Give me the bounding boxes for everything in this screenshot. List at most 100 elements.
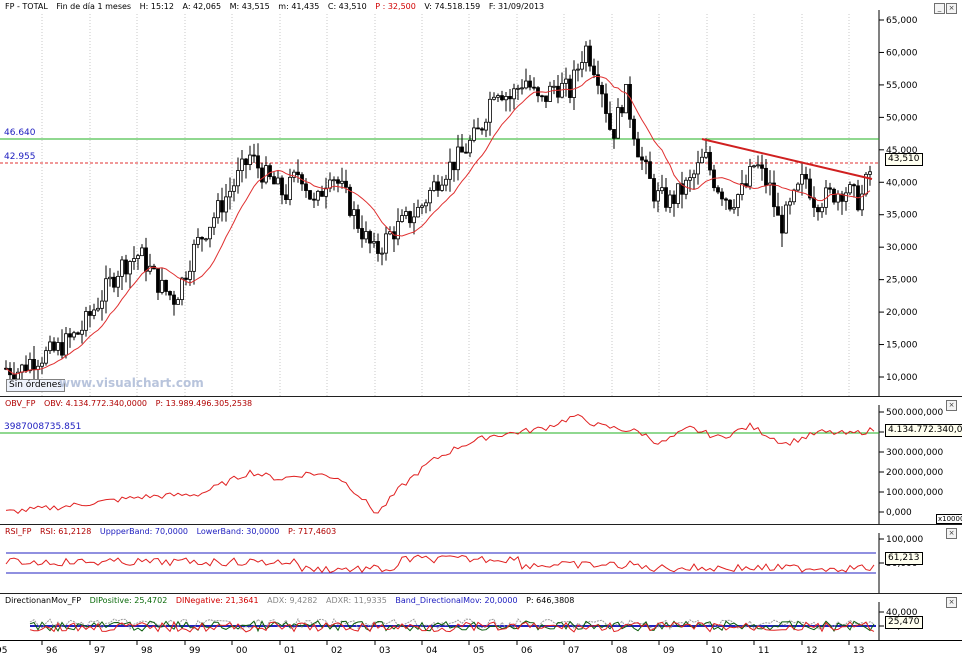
candle-body: [160, 279, 164, 293]
candle-body: [552, 85, 556, 88]
adx-line: [29, 617, 875, 631]
candle-body: [244, 158, 248, 165]
candle-body: [768, 182, 772, 186]
candle-body: [624, 84, 628, 114]
candle-body: [496, 95, 500, 98]
pane-separator[interactable]: [0, 593, 962, 594]
pane-separator[interactable]: [0, 396, 962, 397]
pane-separator[interactable]: [0, 524, 962, 525]
candle-body: [212, 217, 216, 228]
candle-body: [204, 238, 208, 241]
obv-level-label: 3987008735.851: [4, 422, 82, 432]
candle-body: [252, 154, 256, 157]
candle-body: [564, 78, 568, 84]
candle-body: [304, 183, 308, 191]
candle-body: [544, 95, 548, 102]
last-price-box: 43,510: [885, 153, 923, 166]
candle-body: [172, 294, 176, 305]
candle-body: [52, 341, 56, 351]
candle-body: [504, 96, 508, 101]
candle-body: [168, 291, 172, 296]
candle-body: [344, 180, 348, 188]
x-axis: 95 96 97 98 99 00 01 02 03 04 05 06 07 08 09 10 11 12 13: [0, 640, 962, 656]
di-negative-line: [29, 620, 875, 633]
candle-body: [756, 164, 760, 167]
candle-body: [332, 179, 336, 182]
obv-pane[interactable]: OBV_FP OBV: 4.134.772.340,0000 P: 13.989…: [0, 397, 962, 524]
x-tick: 02: [331, 646, 342, 656]
obv-last-box: 4.134.772.340,00: [885, 424, 962, 437]
rsi-pane[interactable]: RSI_FP RSI: 61,2128 UppperBand: 70,0000 …: [0, 525, 962, 593]
candle-body: [376, 241, 380, 254]
candle-body: [288, 176, 292, 200]
candle-body: [488, 98, 492, 123]
candle-body: [480, 128, 484, 131]
dmi-band: Band_DirectionalMov: 20,0000: [395, 596, 518, 605]
x-tick: 98: [141, 646, 153, 656]
x-tick: 99: [189, 646, 201, 656]
candle-body: [468, 139, 472, 154]
period-label: Fin de día 1 meses: [56, 2, 132, 11]
x-tick: 04: [426, 646, 438, 656]
candle-body: [736, 194, 740, 208]
price-pane[interactable]: FP - TOTAL Fin de día 1 meses H: 15:12 A…: [0, 0, 962, 396]
candle-body: [764, 167, 768, 186]
pct-value: P : 32,500: [375, 2, 416, 11]
close-icon[interactable]: ×: [946, 597, 957, 608]
candle-body: [820, 206, 824, 213]
candle-body: [796, 183, 800, 191]
candle-body: [672, 194, 676, 204]
candle-body: [236, 170, 240, 187]
candle-body: [420, 205, 424, 208]
candle-body: [240, 158, 244, 171]
candle-body: [508, 96, 512, 100]
rsi-tick: 100,000: [886, 535, 923, 545]
price-tick: 40,000: [886, 178, 918, 188]
candle-body: [816, 207, 820, 213]
candle-body: [680, 183, 684, 195]
candle-body: [612, 129, 616, 139]
candle-body: [836, 193, 840, 203]
dmi-tick: 40,000: [886, 608, 918, 618]
candle-body: [604, 93, 608, 114]
candle-body: [520, 87, 524, 90]
minimize-icon[interactable]: _: [934, 3, 945, 14]
obv-tick: 0,000: [886, 508, 912, 518]
close-icon[interactable]: ×: [946, 3, 957, 14]
obv-chart: 500.000,000400.000,000300.000,000200.000…: [0, 405, 944, 524]
candle-body: [640, 156, 644, 161]
dmi-header: DirectionanMov_FP DIPositive: 25,4702 DI…: [5, 596, 580, 605]
candle-body: [316, 190, 320, 201]
x-tick: 12: [806, 646, 817, 656]
x-tick: 09: [663, 646, 675, 656]
rsi-chart: 100,000 50,000: [5, 533, 923, 593]
candle-body: [112, 276, 116, 288]
orders-button[interactable]: Sin órdenes: [6, 379, 66, 392]
close-icon[interactable]: ×: [946, 400, 957, 411]
candle-body: [108, 276, 112, 280]
candle-body: [280, 177, 284, 196]
rsi-last-box: 61,213: [885, 552, 923, 565]
candle-body: [540, 95, 544, 98]
date-value: F: 31/09/2013: [488, 2, 545, 11]
candle-body: [720, 191, 724, 200]
candle-body: [364, 231, 368, 240]
candle-body: [124, 259, 128, 275]
candle-body: [380, 252, 384, 255]
candle-body: [176, 299, 180, 305]
candle-body: [208, 226, 212, 240]
candle-body: [476, 127, 480, 130]
candle-body: [500, 95, 504, 101]
scale-box: x10000: [936, 514, 962, 524]
candle-body: [264, 165, 268, 183]
close-icon[interactable]: ×: [946, 528, 957, 539]
rsi-p: P: 717,4603: [287, 527, 337, 536]
candle-body: [268, 165, 272, 178]
obv-tick: 100.000,000: [886, 488, 944, 498]
candle-body: [292, 171, 296, 178]
candle-body: [72, 332, 76, 338]
candle-body: [492, 96, 496, 100]
candle-body: [192, 243, 196, 272]
candle-body: [852, 184, 856, 187]
dmi-pane[interactable]: DirectionanMov_FP DIPositive: 25,4702 DI…: [0, 594, 962, 640]
